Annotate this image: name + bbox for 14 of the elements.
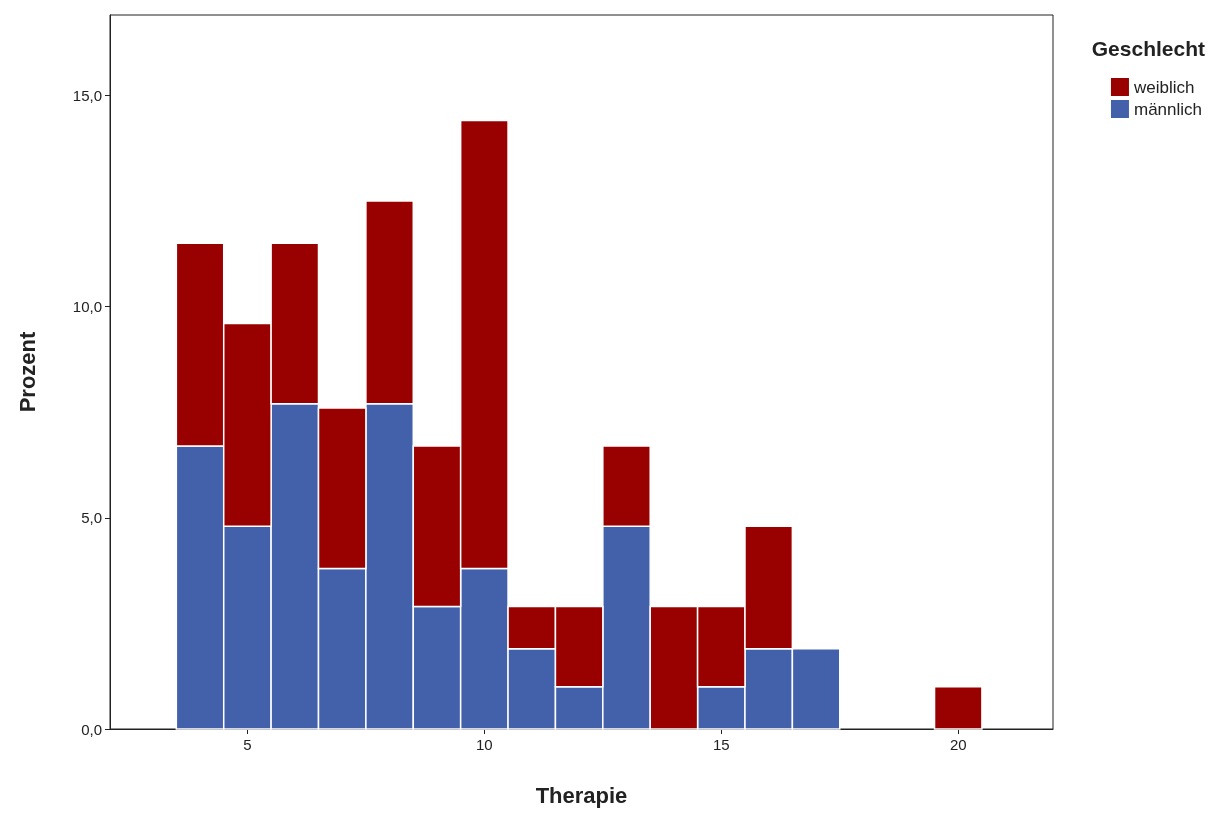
y-tick-label: 15,0 <box>72 86 102 104</box>
y-tick-label: 5,0 <box>81 509 102 527</box>
y-axis-title: Prozent <box>14 331 40 413</box>
legend-label: männlich <box>1133 99 1203 119</box>
x-tick-label: 10 <box>476 736 493 753</box>
x-tick-label: 5 <box>243 736 252 753</box>
legend-title: Geschlecht <box>1091 37 1206 60</box>
x-tick-label: 20 <box>949 736 967 753</box>
y-tick-label: 0,0 <box>81 720 102 738</box>
y-tick-label: 10,0 <box>72 298 102 316</box>
bar <box>933 686 983 730</box>
x-axis-title: Therapie <box>535 782 628 808</box>
legend-label: weiblich <box>1132 77 1195 97</box>
x-tick-label: 15 <box>712 736 730 753</box>
